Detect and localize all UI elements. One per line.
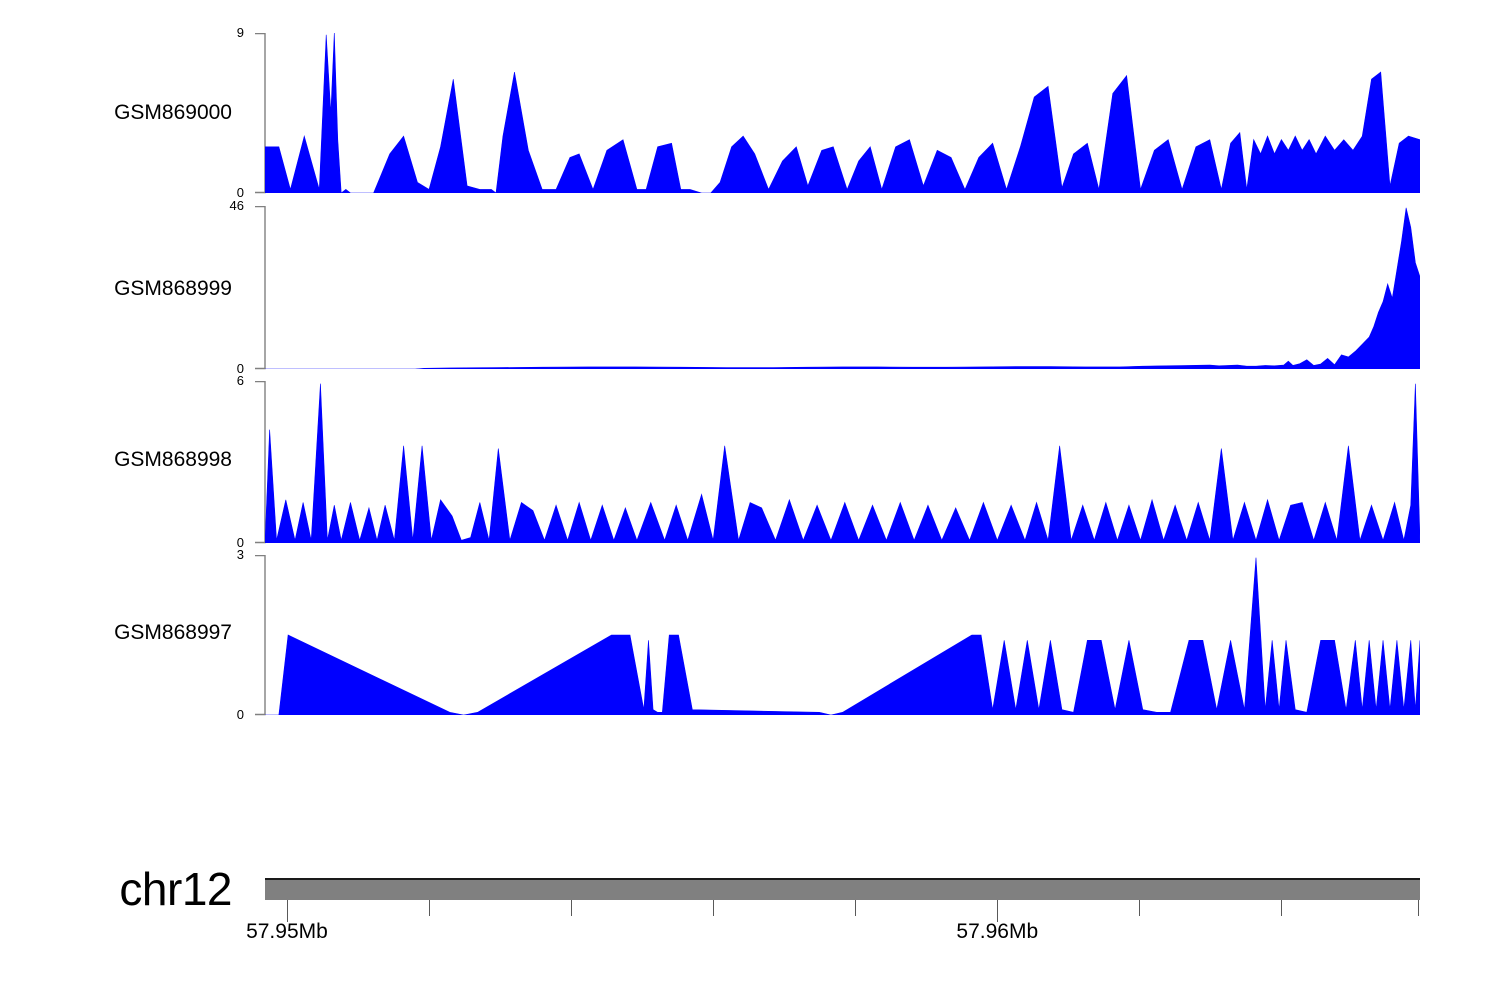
axis-min-label: 0	[236, 185, 244, 200]
y-axis-bracket	[255, 206, 266, 370]
axis-min-label: 0	[236, 535, 244, 550]
y-axis-bracket	[255, 33, 266, 194]
ruler-tick	[997, 900, 999, 922]
track-label: GSM868999	[114, 277, 232, 300]
ruler-tick	[571, 900, 573, 916]
axis-min-label: 0	[236, 361, 244, 376]
coordinate-ruler[interactable]: chr12 57.95Mb 57.96Mb	[0, 862, 1500, 982]
axis-max-label: 9	[236, 25, 244, 40]
ideogram-bar[interactable]	[265, 878, 1420, 900]
ruler-tick	[286, 900, 288, 922]
track-gsm869000[interactable]: GSM869000 9 0	[0, 26, 1500, 199]
axis-max-label: 3	[236, 547, 244, 562]
track-label: GSM868998	[114, 448, 232, 471]
y-axis-bracket	[255, 555, 266, 716]
ruler-tick	[1281, 900, 1283, 916]
track-data-area[interactable]	[265, 33, 1420, 193]
track-data-area[interactable]	[265, 206, 1420, 369]
ruler-tick-label: 57.95Mb	[246, 920, 328, 943]
track-gsm868997[interactable]: GSM868997 3 0	[0, 548, 1500, 721]
ruler-tick	[855, 900, 857, 916]
chromosome-label: chr12	[119, 863, 232, 915]
ruler-tick	[1417, 900, 1419, 916]
ruler-tick-label: 57.96Mb	[956, 920, 1039, 943]
ruler-tick	[713, 900, 715, 916]
axis-max-label: 6	[236, 373, 244, 388]
track-gsm868999[interactable]: GSM868999 46 0	[0, 199, 1500, 375]
ruler-tick	[429, 900, 430, 916]
y-axis-bracket	[255, 381, 266, 544]
axis-max-label: 46	[229, 198, 244, 213]
axis-min-label: 0	[236, 707, 244, 722]
track-label: GSM869000	[114, 101, 232, 124]
track-label: GSM868997	[114, 621, 232, 644]
track-gsm868998[interactable]: GSM868998 6 0	[0, 374, 1500, 549]
track-data-area[interactable]	[265, 555, 1420, 715]
ruler-tick	[1139, 900, 1141, 916]
track-data-area[interactable]	[265, 381, 1420, 543]
